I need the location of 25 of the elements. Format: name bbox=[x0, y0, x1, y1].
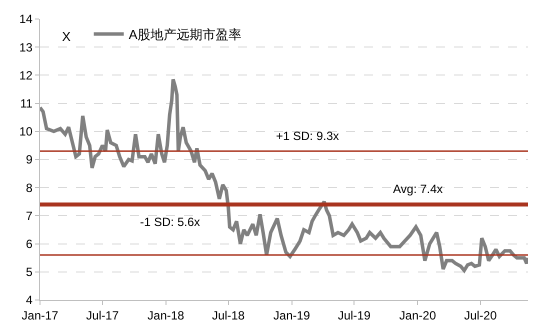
y-tick-label: 8 bbox=[26, 180, 33, 195]
y-tick-label: 4 bbox=[26, 293, 33, 308]
x-tick-label: Jan-19 bbox=[273, 308, 310, 322]
x-tick-label: Jul-17 bbox=[86, 308, 120, 322]
y-tick-label: 14 bbox=[19, 12, 33, 26]
line-series bbox=[40, 78, 528, 272]
y-tick-label: 7 bbox=[26, 208, 33, 223]
y-tick-label: 5 bbox=[26, 265, 33, 280]
y-tick-label: 13 bbox=[19, 40, 33, 54]
legend-label: A股地产远期市盈率 bbox=[128, 27, 242, 42]
x-tick-label: Jul-20 bbox=[464, 308, 498, 322]
y-tick-label: 6 bbox=[26, 237, 33, 251]
ref-line-label: Avg: 7.4x bbox=[393, 182, 443, 196]
y-tick-label: 9 bbox=[26, 152, 33, 167]
x-tick-label: Jan-17 bbox=[22, 308, 59, 322]
x-tick-label: Jul-19 bbox=[338, 308, 371, 322]
y-tick-label: 10 bbox=[19, 124, 33, 139]
y-tick-label: 11 bbox=[20, 96, 33, 110]
x-tick-label: Jul-18 bbox=[212, 308, 245, 322]
x-tick-label: Jan-20 bbox=[399, 308, 436, 322]
annotation: X bbox=[62, 29, 71, 44]
y-tick-label: 12 bbox=[19, 68, 33, 82]
ref-line-label: -1 SD: 5.6x bbox=[140, 215, 200, 229]
x-tick-label: Jan-18 bbox=[148, 308, 185, 322]
ref-line-label: +1 SD: 9.3x bbox=[276, 129, 340, 143]
